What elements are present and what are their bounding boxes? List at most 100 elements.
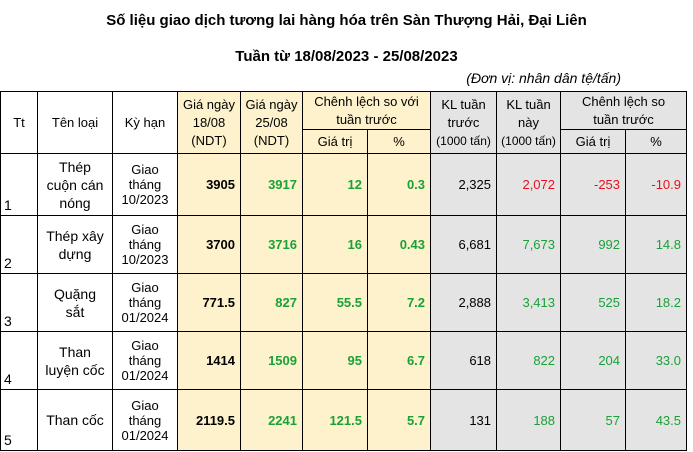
price-prev: 1414 <box>177 331 241 390</box>
price-diff-pct: 0.3 <box>366 153 432 216</box>
contract-term: Giao tháng 01/2024 <box>112 389 178 451</box>
price-curr: 1509 <box>240 331 303 390</box>
table-row: 2 Thép xây dựng Giao tháng 10/2023 3700 3716 16 0… <box>0 215 688 274</box>
volume-prev: 2,325 <box>430 153 498 216</box>
volume-diff-pct: 43.5 <box>625 389 688 451</box>
table-row: 5 Than cốc Giao tháng 01/2024 2119.5 2241 121.5… <box>0 389 688 451</box>
contract-term: Giao tháng 10/2023 <box>112 153 178 216</box>
header-tt: Tt <box>0 91 38 154</box>
contract-term-line: Giao <box>131 280 159 295</box>
volume-prev: 131 <box>430 389 498 451</box>
header-price-curr: Giá ngày 25/08 (NDT) <box>240 91 303 154</box>
product-name: Thép cuộn cán nóng <box>37 153 113 216</box>
volume-prev: 618 <box>430 331 498 390</box>
price-diff-value: 16 <box>302 215 368 274</box>
product-name: Than luyện cốc <box>37 331 113 390</box>
volume-diff-value: 204 <box>560 331 627 390</box>
price-prev: 2119.5 <box>177 389 241 451</box>
row-number: 3 <box>0 273 38 332</box>
row-number: 1 <box>0 153 38 216</box>
header-diff-value: Giá trị <box>302 129 368 154</box>
price-prev: 771.5 <box>177 273 241 332</box>
header-diff-vol: Chênh lệch so tuần trước <box>560 91 688 130</box>
header-term: Kỳ hạn <box>112 91 178 154</box>
price-diff-pct: 6.7 <box>366 331 432 390</box>
price-curr: 3917 <box>240 153 303 216</box>
contract-term-line: 10/2023 <box>121 192 169 207</box>
row-number: 4 <box>0 331 38 390</box>
unit-note: (Đơn vị: nhân dân tệ/tấn) <box>466 70 621 86</box>
table-title: Số liệu giao dịch tương lai hàng hóa trê… <box>106 12 587 29</box>
volume-curr: 822 <box>496 331 562 390</box>
product-name-line: Quặng <box>53 285 97 302</box>
volume-curr: 2,072 <box>496 153 562 216</box>
price-prev: 3905 <box>177 153 241 216</box>
table-subtitle: Tuần từ 18/08/2023 - 25/08/2023 <box>235 48 458 65</box>
price-curr: 827 <box>240 273 303 332</box>
contract-term-line: Giao <box>131 162 159 177</box>
contract-term: Giao tháng 10/2023 <box>112 215 178 274</box>
price-diff-value: 95 <box>302 331 368 390</box>
price-curr: 3716 <box>240 215 303 274</box>
contract-term-line: Giao <box>131 397 159 413</box>
contract-term-line: tháng <box>128 237 162 252</box>
row-number: 5 <box>0 389 38 451</box>
table-row: 1 Thép cuộn cán nóng Giao tháng 10/2023 3905 391… <box>0 153 688 216</box>
contract-term-line: 01/2024 <box>121 368 169 383</box>
price-curr: 2241 <box>240 389 303 451</box>
futures-table: Tt Tên loại Kỳ hạn Giá ngày 18/08 (NDT) … <box>0 91 688 451</box>
price-diff-value: 55.5 <box>302 273 368 332</box>
contract-term-line: Giao <box>131 222 159 237</box>
volume-curr: 7,673 <box>496 215 562 274</box>
product-name-line: luyện cốc <box>45 361 105 378</box>
product-name-line: Thép <box>59 158 91 175</box>
header-diff-vol-value: Giá trị <box>560 129 627 154</box>
contract-term-line: tháng <box>128 353 162 368</box>
header-name: Tên loại <box>37 91 113 154</box>
volume-prev: 6,681 <box>430 215 498 274</box>
header-diff-vol-pct: % <box>625 129 688 154</box>
volume-diff-pct: 18.2 <box>625 273 688 332</box>
contract-term-line: 10/2023 <box>121 252 169 267</box>
volume-prev: 2,888 <box>430 273 498 332</box>
volume-diff-pct: 14.8 <box>625 215 688 274</box>
volume-diff-value: 525 <box>560 273 627 332</box>
contract-term-line: 01/2024 <box>121 427 169 443</box>
header-vol-curr: KL tuần này (1000 tấn) <box>496 91 562 154</box>
price-diff-value: 121.5 <box>302 389 368 451</box>
product-name: Thép xây dựng <box>37 215 113 274</box>
contract-term: Giao tháng 01/2024 <box>112 273 178 332</box>
volume-diff-value: -253 <box>560 153 627 216</box>
product-name-line: Than <box>59 343 91 360</box>
header-vol-prev: KL tuần trước (1000 tấn) <box>430 91 498 154</box>
product-name: Quặng sắt <box>37 273 113 332</box>
volume-diff-value: 992 <box>560 215 627 274</box>
contract-term-line: tháng <box>128 295 162 310</box>
table-body: 1 Thép cuộn cán nóng Giao tháng 10/2023 3905 391… <box>0 153 688 451</box>
contract-term-line: tháng <box>128 177 162 192</box>
volume-curr: 3,413 <box>496 273 562 332</box>
price-diff-pct: 7.2 <box>366 273 432 332</box>
volume-diff-value: 57 <box>560 389 627 451</box>
price-diff-value: 12 <box>302 153 368 216</box>
table-row: 3 Quặng sắt Giao tháng 01/2024 771.5 827 55.5 7.2… <box>0 273 688 332</box>
contract-term-line: 01/2024 <box>121 310 169 325</box>
volume-diff-pct: 33.0 <box>625 331 688 390</box>
header-diff-pct: % <box>366 129 432 154</box>
header-row-bottom: Giá trị % Giá trị % <box>1 129 688 154</box>
price-prev: 3700 <box>177 215 241 274</box>
header-diff-price: Chênh lệch so với tuần trước <box>301 91 432 130</box>
header-price-prev: Giá ngày 18/08 (NDT) <box>177 91 241 154</box>
product-name-line: sắt <box>65 303 85 320</box>
product-name-line: Than cốc <box>46 412 104 428</box>
product-name-line: Thép xây <box>46 227 104 244</box>
contract-term: Giao tháng 01/2024 <box>112 331 178 390</box>
contract-term-line: tháng <box>128 412 162 428</box>
volume-curr: 188 <box>496 389 562 451</box>
product-name-line: cuộn cán <box>46 176 104 193</box>
contract-term-line: Giao <box>131 338 159 353</box>
price-diff-pct: 5.7 <box>366 389 432 451</box>
table-row: 4 Than luyện cốc Giao tháng 01/2024 1414 1509 95… <box>0 331 688 390</box>
row-number: 2 <box>0 215 38 274</box>
product-name-line: dựng <box>58 245 92 262</box>
